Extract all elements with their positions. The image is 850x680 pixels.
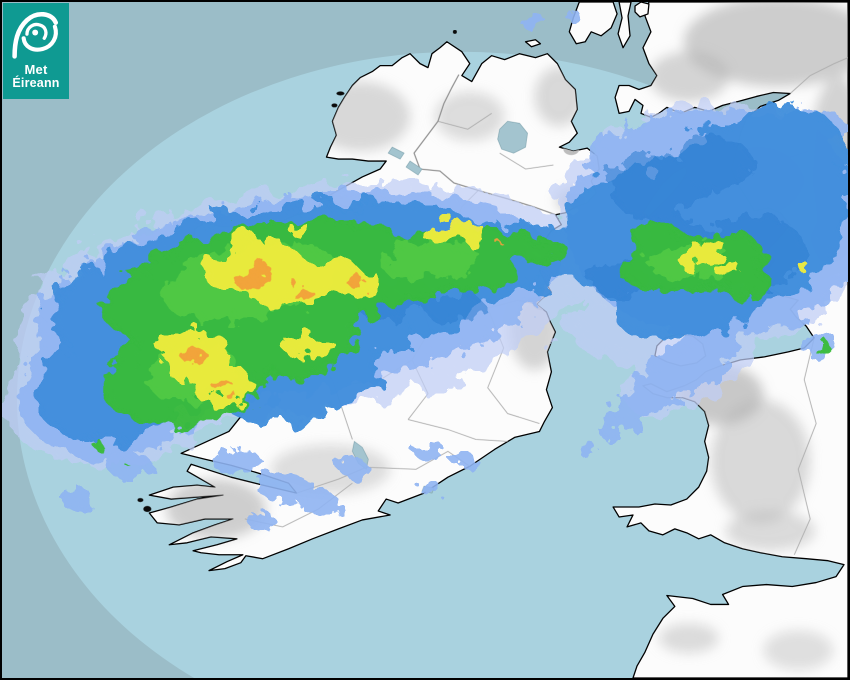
rainfall-overlay xyxy=(5,8,848,529)
rain-very-heavy-cell xyxy=(215,381,235,394)
boundary-line xyxy=(793,337,817,555)
rain-very-light-cell xyxy=(299,494,342,514)
rain-heavy-cell xyxy=(419,226,441,239)
rain-heavy-cell xyxy=(156,335,186,355)
rain-light-dark-patch-cell xyxy=(610,152,698,220)
rain-heavy-cell xyxy=(231,233,260,248)
lough-neagh xyxy=(497,120,528,154)
rain-very-light-cell xyxy=(522,16,549,31)
island-dot xyxy=(137,498,144,503)
rain-very-heavy-cell xyxy=(235,272,267,289)
terrain-hill xyxy=(725,510,816,551)
rain-very-heavy xyxy=(182,240,505,394)
rain-moderate-cell xyxy=(809,339,831,351)
rain-moderate-cell xyxy=(301,446,310,453)
rain-moderate-cell xyxy=(721,268,772,297)
lakes xyxy=(352,120,528,494)
rain-moderate-cell xyxy=(634,223,684,254)
rain-light-cell xyxy=(728,106,809,226)
rain-moderate-cell xyxy=(525,240,570,265)
rain-heavy-cell xyxy=(254,277,312,305)
rain-very-light-cell xyxy=(588,146,603,176)
rain-heavy xyxy=(156,222,812,404)
rain-very-light-cell xyxy=(451,454,478,469)
rain-moderate-bright-cell xyxy=(380,242,480,279)
rain-very-heavy-cell xyxy=(494,240,505,247)
rain-very-light-cell xyxy=(599,410,639,439)
terrain-hill xyxy=(763,630,834,671)
rain-light-dark-patch-cell xyxy=(427,294,483,322)
rain-very-light-cell xyxy=(333,459,354,470)
rain-very-heavy-cell xyxy=(346,277,367,288)
rain-very-light-cell xyxy=(596,132,607,149)
logo-line-met: Met xyxy=(24,62,48,77)
boundary-line xyxy=(407,419,508,442)
lough-erne-upper xyxy=(405,160,423,176)
rain-very-light-cell xyxy=(211,449,261,474)
rain-very-light-cell xyxy=(562,8,581,19)
rain-light-dark-patch-cell xyxy=(675,135,752,191)
island-dot xyxy=(331,103,338,108)
island-dot xyxy=(336,91,345,96)
rain-heavy-cell xyxy=(797,262,812,273)
logo-text: Met Éireann xyxy=(3,63,69,90)
terrain-hill xyxy=(658,623,719,654)
rain-very-light-cell xyxy=(613,374,681,421)
rain-heavy-cell xyxy=(288,224,313,237)
rain-very-heavy-cell xyxy=(254,265,273,276)
met-eireann-logo: Met Éireann xyxy=(3,3,69,99)
rain-heavy-cell xyxy=(714,260,739,277)
logo-line-eireann: Éireann xyxy=(12,75,60,90)
rain-heavy-cell xyxy=(430,222,486,241)
islay-island xyxy=(568,2,618,45)
lough-erne-lower xyxy=(387,146,405,160)
boundary-line xyxy=(789,57,848,94)
hurricane-swirl-icon xyxy=(12,12,59,59)
island-dot xyxy=(452,29,457,34)
rain-very-light-cell xyxy=(245,512,276,529)
rain-very-light-cell xyxy=(256,474,315,501)
rain-very-heavy-cell xyxy=(182,347,206,365)
rain-heavy-cell xyxy=(679,239,725,270)
boundary-line xyxy=(499,152,554,170)
terrain-hill xyxy=(648,51,729,102)
terrain-hill xyxy=(434,91,505,142)
rain-moderate-cell xyxy=(89,440,106,449)
rathlin-island xyxy=(524,39,542,48)
boundary-line xyxy=(437,112,492,130)
rain-heavy-cell xyxy=(286,334,331,358)
terrain-hill xyxy=(683,2,848,87)
rain-very-light-cell xyxy=(416,480,440,493)
terrain-hill xyxy=(710,399,811,523)
rain-very-heavy-cell xyxy=(289,285,312,298)
rain-moderate-cell xyxy=(123,464,136,471)
rain-very-light-cell xyxy=(413,443,447,460)
arran-island xyxy=(634,2,650,18)
rain-very-light-cell xyxy=(59,489,94,509)
rain-very-light-cell xyxy=(578,445,601,458)
island-dot xyxy=(143,506,152,512)
kintyre-peninsula xyxy=(617,2,632,49)
